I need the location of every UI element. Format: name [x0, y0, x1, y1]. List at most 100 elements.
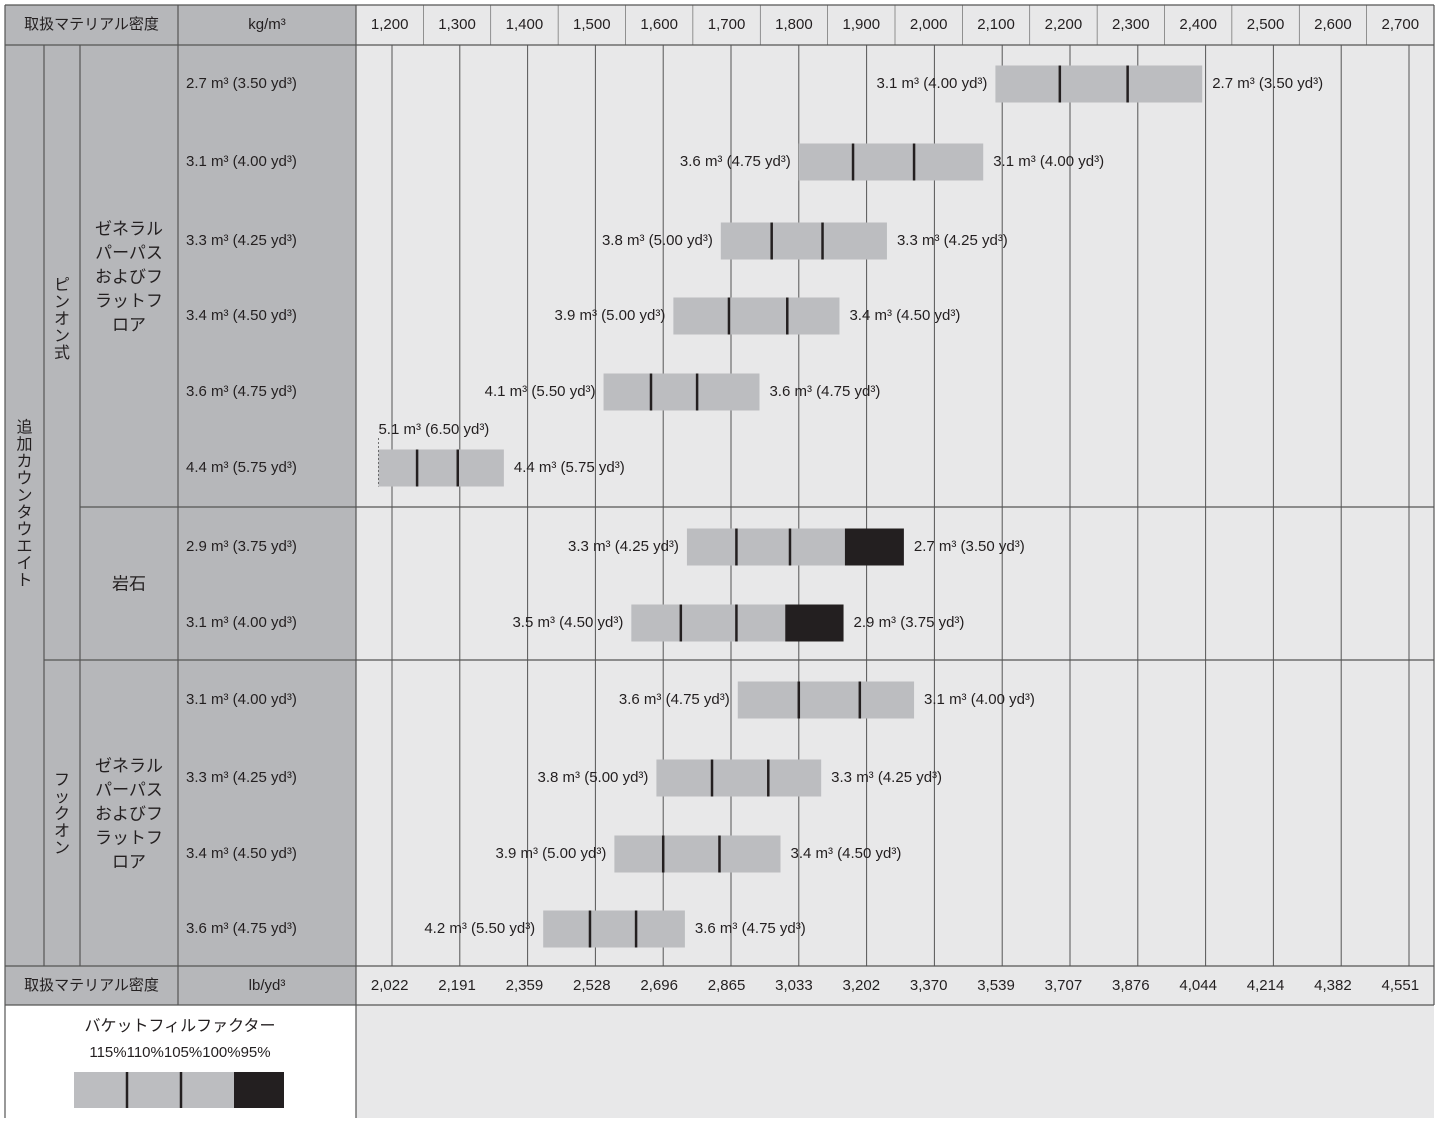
footer-scale-bg	[356, 966, 1434, 1005]
header-label-bg	[5, 5, 356, 45]
footer-tick-label: 3,033	[775, 977, 813, 994]
bar-segment-dark	[785, 604, 844, 642]
bar-right-label: 4.4 m³ (5.75 yd³)	[514, 459, 625, 476]
bar-segment-dark	[844, 528, 904, 566]
row-bucket-label: 3.4 m³ (4.50 yd³)	[186, 307, 297, 324]
label-additional-counterweight-char: 加	[16, 436, 32, 454]
bar-segment-light	[614, 835, 781, 873]
bar-right-label: 3.6 m³ (4.75 yd³)	[769, 383, 880, 400]
header-tick-label: 1,900	[843, 16, 881, 33]
bar-right-label: 3.6 m³ (4.75 yd³)	[695, 920, 806, 937]
bar-left-label: 3.8 m³ (5.00 yd³)	[538, 769, 649, 786]
label-pin-on-char: ン	[54, 328, 70, 345]
bar-segment-light	[603, 373, 760, 411]
bar-left-label: 5.1 m³ (6.50 yd³)	[378, 421, 489, 438]
bar-segment-light	[686, 528, 845, 566]
bar-right-label: 3.1 m³ (4.00 yd³)	[924, 691, 1035, 708]
row-bucket-label: 3.1 m³ (4.00 yd³)	[186, 614, 297, 631]
label-pin-on-char: オ	[54, 311, 70, 328]
bar-segment-light	[798, 143, 984, 181]
bar-left-label: 3.9 m³ (5.00 yd³)	[554, 307, 665, 324]
header-tick-label: 2,500	[1247, 16, 1285, 33]
label-general-purpose-pin-line: ラットフ	[95, 291, 163, 310]
label-additional-counterweight-char: カ	[16, 454, 32, 471]
label-hook-on-char: ン	[54, 840, 70, 857]
bar-left-label: 3.6 m³ (4.75 yd³)	[619, 691, 730, 708]
header-tick-label: 1,200	[371, 16, 409, 33]
footer-tick-label: 2,022	[371, 977, 409, 994]
range-bar	[631, 604, 844, 642]
label-pin-on-char: ピ	[54, 277, 70, 294]
footer-label-bg	[5, 966, 356, 1005]
bar-segment-light	[656, 759, 822, 797]
header-tick-label: 1,400	[506, 16, 544, 33]
label-additional-counterweight-char: ウ	[16, 521, 32, 539]
bar-right-label: 3.3 m³ (4.25 yd³)	[831, 769, 942, 786]
bar-right-label: 2.9 m³ (3.75 yd³)	[854, 614, 965, 631]
bar-right-label: 3.1 m³ (4.00 yd³)	[993, 153, 1104, 170]
label-pin-on-char: ン	[54, 294, 70, 311]
footer-tick-label: 3,539	[977, 977, 1015, 994]
footer-tick-label: 4,214	[1247, 977, 1285, 994]
footer-tick-label: 2,865	[708, 977, 746, 994]
bar-right-label: 3.4 m³ (4.50 yd³)	[849, 307, 960, 324]
header-tick-label: 1,300	[438, 16, 476, 33]
bar-segment-light	[995, 65, 1203, 103]
row-bucket-label: 4.4 m³ (5.75 yd³)	[186, 459, 297, 476]
range-bar	[614, 835, 781, 873]
footer-unit: lb/yd³	[249, 977, 286, 994]
bar-right-label: 3.4 m³ (4.50 yd³)	[790, 845, 901, 862]
bar-left-label: 3.6 m³ (4.75 yd³)	[680, 153, 791, 170]
footer-tick-label: 3,707	[1045, 977, 1083, 994]
header-tick-label: 1,500	[573, 16, 611, 33]
bar-segment-light	[631, 604, 786, 642]
range-bar	[720, 222, 887, 260]
header-tick-label: 2,000	[910, 16, 948, 33]
footer-tick-label: 2,191	[438, 977, 476, 994]
label-pin-on-char: 式	[54, 344, 70, 362]
row-bucket-label: 3.3 m³ (4.25 yd³)	[186, 769, 297, 786]
label-additional-counterweight-char: 追	[16, 419, 32, 437]
label-hook-on-char: ッ	[54, 789, 70, 806]
bar-left-label: 3.8 m³ (5.00 yd³)	[602, 232, 713, 249]
label-general-purpose-hook-line: ゼネラル	[95, 756, 163, 775]
label-additional-counterweight-char: ン	[16, 488, 32, 505]
bar-left-label: 4.1 m³ (5.50 yd³)	[485, 383, 596, 400]
bar-left-label: 3.9 m³ (5.00 yd³)	[496, 845, 607, 862]
header-tick-label: 1,600	[640, 16, 678, 33]
range-bar	[798, 143, 984, 181]
footer-tick-label: 3,202	[843, 977, 881, 994]
row-bucket-label: 3.1 m³ (4.00 yd³)	[186, 691, 297, 708]
header-tick-label: 2,100	[977, 16, 1015, 33]
range-bar	[673, 297, 840, 335]
row-bucket-label: 3.6 m³ (4.75 yd³)	[186, 920, 297, 937]
bar-segment-light	[673, 297, 840, 335]
label-additional-counterweight-char: エ	[16, 539, 32, 556]
label-hook-on-char: フ	[54, 772, 70, 789]
label-additional-counterweight-char: イ	[16, 556, 32, 573]
row-bucket-label: 3.6 m³ (4.75 yd³)	[186, 383, 297, 400]
bar-left-label: 4.2 m³ (5.50 yd³)	[424, 920, 535, 937]
legend-swatch-dark	[234, 1072, 284, 1108]
footer-tick-label: 2,528	[573, 977, 611, 994]
plot-area-bg	[356, 45, 1434, 966]
row-bucket-label: 3.3 m³ (4.25 yd³)	[186, 232, 297, 249]
label-additional-counterweight-char: タ	[16, 504, 32, 522]
footer-tick-label: 2,696	[640, 977, 678, 994]
header-tick-label: 2,400	[1179, 16, 1217, 33]
range-bar	[656, 759, 822, 797]
row-bucket-label: 2.7 m³ (3.50 yd³)	[186, 75, 297, 92]
bar-left-label: 3.1 m³ (4.00 yd³)	[877, 75, 988, 92]
row-bucket-label: 2.9 m³ (3.75 yd³)	[186, 538, 297, 555]
bar-left-label: 3.5 m³ (4.50 yd³)	[512, 614, 623, 631]
footer-tick-label: 4,044	[1179, 977, 1217, 994]
footer-title: 取扱マテリアル密度	[24, 977, 159, 994]
label-additional-counterweight-char: ト	[16, 573, 32, 590]
bar-segment-light	[378, 449, 504, 487]
bar-right-label: 3.3 m³ (4.25 yd³)	[897, 232, 1008, 249]
